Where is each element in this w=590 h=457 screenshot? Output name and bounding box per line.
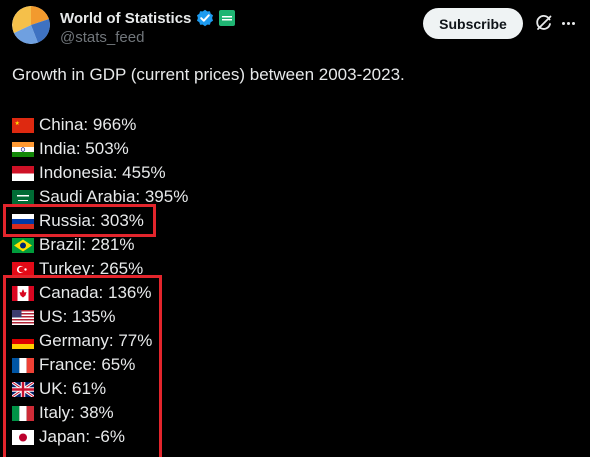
list-item-label: France: 65% (39, 355, 136, 374)
france-flag-icon (12, 357, 34, 373)
list-item-brazil: Brazil: 281% (12, 233, 188, 257)
list-item-india: India: 503% (12, 137, 188, 161)
list-item-label: Saudi Arabia: 395% (39, 187, 189, 206)
more-options-icon[interactable] (559, 15, 577, 31)
list-item-france: France: 65% (12, 353, 188, 377)
indonesia-flag-icon (12, 165, 34, 181)
list-item-label: Italy: 38% (39, 403, 114, 422)
us-flag-icon (12, 309, 34, 325)
list-item-germany: Germany: 77% (12, 329, 188, 353)
russia-flag-icon (12, 213, 34, 229)
china-flag-icon: ★ (12, 117, 34, 133)
list-item-uk: UK: 61% (12, 377, 188, 401)
list-item-china: ★ China: 966% (12, 113, 188, 137)
list-item-label: UK: 61% (39, 379, 107, 398)
list-item-saudi-arabia: Saudi Arabia: 395% (12, 185, 188, 209)
list-item-label: Germany: 77% (39, 331, 153, 350)
germany-flag-icon (12, 333, 34, 349)
japan-flag-icon (12, 429, 34, 445)
author-name[interactable]: World of Statistics (60, 9, 192, 27)
avatar[interactable] (12, 6, 50, 44)
list-item-russia: Russia: 303% (12, 209, 188, 233)
list-item-label: China: 966% (39, 115, 137, 134)
subscribe-button[interactable]: Subscribe (423, 8, 523, 39)
uk-flag-icon (12, 381, 34, 397)
turkey-flag-icon (12, 261, 34, 277)
affiliate-badge-icon[interactable] (219, 10, 236, 26)
list-item-turkey: Turkey: 265% (12, 257, 188, 281)
list-item-label: Japan: -6% (39, 427, 125, 446)
verified-badge-icon[interactable] (196, 9, 214, 27)
list-item-label: Brazil: 281% (39, 235, 135, 254)
list-item-label: Russia: 303% (39, 211, 144, 230)
list-item-canada: Canada: 136% (12, 281, 188, 305)
list-item-label: Turkey: 265% (39, 259, 144, 278)
list-item-label: Canada: 136% (39, 283, 152, 302)
canada-flag-icon (12, 285, 34, 301)
author-name-row[interactable]: World of Statistics (60, 8, 236, 28)
gdp-growth-list: ★ China: 966% India: 503% Indonesia: 455… (12, 113, 188, 449)
svg-text:★: ★ (15, 120, 20, 127)
saudi-arabia-flag-icon (12, 189, 34, 205)
list-item-italy: Italy: 38% (12, 401, 188, 425)
grok-icon[interactable] (535, 14, 553, 32)
highlight-box-developed (3, 275, 162, 457)
list-item-indonesia: Indonesia: 455% (12, 161, 188, 185)
list-item-label: Indonesia: 455% (39, 163, 166, 182)
india-flag-icon (12, 141, 34, 157)
avatar-pie-icon (12, 6, 50, 44)
post-text: Growth in GDP (current prices) between 2… (12, 65, 405, 84)
author-handle[interactable]: @stats_feed (60, 29, 145, 46)
list-item-label: US: 135% (39, 307, 116, 326)
italy-flag-icon (12, 405, 34, 421)
list-item-us: US: 135% (12, 305, 188, 329)
brazil-flag-icon (12, 237, 34, 253)
highlight-box-russia (3, 204, 156, 237)
list-item-japan: Japan: -6% (12, 425, 188, 449)
list-item-label: India: 503% (39, 139, 129, 158)
